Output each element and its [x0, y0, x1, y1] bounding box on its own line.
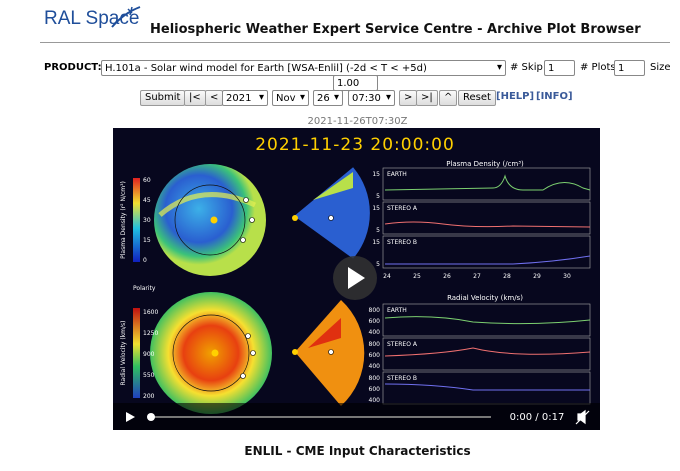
series-line: [384, 383, 590, 391]
series-line: [384, 316, 591, 325]
y-tick-label: 400: [369, 363, 381, 370]
page-title: Heliospheric Weather Expert Service Cent…: [150, 22, 641, 37]
velocity-wedge-feature: [308, 318, 341, 348]
colorbar-tick: 900: [143, 351, 155, 358]
panel-label: EARTH: [387, 307, 407, 314]
product-label: PRODUCT:: [44, 62, 102, 73]
plot-timestamp: 2021-11-26T07:30Z: [307, 116, 408, 127]
month-select[interactable]: Nov: [272, 90, 309, 106]
density-wedge-feature: [313, 172, 353, 200]
day-select[interactable]: 26: [313, 90, 343, 106]
x-tick-label: 24: [383, 273, 391, 280]
x-tick-label: 27: [473, 273, 481, 280]
sun-markers: [210, 215, 298, 357]
plot-panel: [382, 201, 591, 235]
y-tick-label: 15: [372, 239, 380, 246]
density-wedge: [294, 167, 370, 259]
reset-button[interactable]: Reset: [458, 90, 496, 106]
up-button[interactable]: ^: [439, 90, 458, 106]
colorbar-tick: 1600: [143, 309, 158, 316]
time-select[interactable]: 07:30: [348, 90, 395, 106]
play-button[interactable]: [126, 412, 135, 422]
section-heading: ENLIL - CME Input Characteristics: [244, 444, 471, 458]
series-line: [384, 221, 591, 228]
density-colorbar: [133, 178, 140, 262]
colorbar-tick: 15: [143, 237, 151, 244]
colorbar-tick: 200: [143, 393, 155, 400]
year-select[interactable]: 2021: [222, 90, 268, 106]
frame-time: 2021-11-23 20:00:00: [255, 135, 455, 155]
size-label: Size: [650, 62, 671, 73]
colorbar-tick: 30: [143, 217, 151, 224]
video-time: 0:00 / 0:17: [510, 412, 565, 423]
spacecraft-markers: [240, 197, 334, 379]
y-tick-label: 5: [376, 193, 380, 200]
product-select[interactable]: H.101a - Solar wind model for Earth [WSA…: [101, 60, 506, 76]
series-line: [384, 174, 591, 191]
progress-track[interactable]: [151, 416, 491, 418]
colorbar-tick: 0: [143, 257, 147, 264]
play-overlay[interactable]: [333, 256, 377, 300]
y-tick-label: 5: [376, 227, 380, 234]
mute-button[interactable]: [575, 409, 590, 425]
last-button[interactable]: >|: [416, 90, 438, 106]
y-tick-label: 400: [369, 329, 381, 336]
colorbar-tick: 45: [143, 197, 151, 204]
y-tick-label: 15: [372, 205, 380, 212]
y-tick-label: 800: [369, 375, 381, 382]
help-link[interactable]: [HELP]: [496, 91, 535, 102]
density-title: Plasma Density (/cm³): [446, 160, 524, 168]
plot-panel: [382, 167, 591, 201]
series-line: [384, 347, 591, 357]
polarity-label: Polarity: [133, 285, 156, 292]
colorbar-label: Plasma Density (r² N/cm³): [120, 181, 127, 259]
plots-input[interactable]: 1: [614, 60, 645, 76]
first-button[interactable]: |<: [184, 90, 206, 106]
x-tick-label: 26: [443, 273, 451, 280]
colorbar-tick: 1250: [143, 330, 158, 337]
colorbar-tick: 60: [143, 177, 151, 184]
orbit: [172, 314, 250, 392]
next-button[interactable]: >: [399, 90, 418, 106]
plots-label: # Plots: [580, 62, 616, 73]
colorbar-label: Radial Velocity (km/s): [120, 320, 127, 385]
y-tick-label: 5: [376, 261, 380, 268]
colorbar-tick: 550: [143, 372, 155, 379]
y-tick-label: 600: [369, 318, 381, 325]
series-line: [385, 255, 591, 265]
y-tick-label: 15: [372, 171, 380, 178]
y-tick-label: 800: [369, 341, 381, 348]
panel-label: STEREO B: [387, 375, 417, 382]
prev-button[interactable]: <: [205, 90, 224, 106]
velocity-disk: [150, 292, 272, 414]
panel-label: STEREO B: [387, 239, 417, 246]
x-tick-label: 29: [533, 273, 541, 280]
x-tick-label: 25: [413, 273, 421, 280]
divider: [40, 42, 670, 43]
skip-input[interactable]: 1: [544, 60, 575, 76]
density-disk: [154, 164, 266, 276]
y-tick-label: 400: [369, 397, 381, 404]
panel-label: STEREO A: [387, 205, 418, 212]
progress-thumb[interactable]: [147, 413, 155, 421]
info-link[interactable]: [INFO]: [536, 91, 573, 102]
orbit: [174, 184, 246, 256]
video-player[interactable]: 2021-11-23 20:00:00 Plasma Density (/cm³)…: [113, 128, 600, 430]
plot-panel: [382, 337, 591, 371]
panel-label: STEREO A: [387, 341, 418, 348]
y-tick-label: 800: [369, 307, 381, 314]
submit-button[interactable]: Submit: [140, 90, 186, 106]
plot-panel: [382, 235, 591, 269]
skip-label: # Skip: [510, 62, 543, 73]
size-input[interactable]: 1.00: [333, 75, 378, 91]
velocity-colorbar: [133, 308, 140, 398]
logo-swoosh: [111, 6, 141, 28]
x-tick-label: 30: [563, 273, 571, 280]
panel-label: EARTH: [387, 171, 407, 178]
y-tick-label: 600: [369, 386, 381, 393]
x-tick-label: 28: [503, 273, 511, 280]
y-tick-label: 600: [369, 352, 381, 359]
velocity-title: Radial Velocity (km/s): [447, 294, 523, 302]
